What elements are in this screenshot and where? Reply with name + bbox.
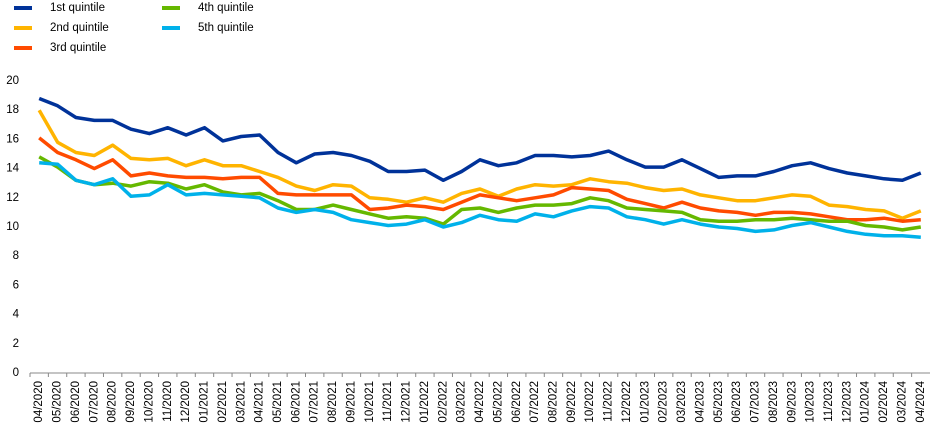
x-tick-label: 07/2020 (88, 381, 100, 423)
x-tick-label: 03/2023 (676, 381, 688, 423)
x-tick-label: 12/2020 (180, 381, 192, 423)
x-tick-label: 07/2022 (529, 381, 541, 423)
legend-label: 5th quintile (198, 22, 254, 34)
x-tick-label: 06/2020 (70, 381, 82, 423)
y-tick-label: 12 (6, 192, 19, 204)
x-tick-label: 12/2023 (841, 381, 853, 423)
legend-label: 2nd quintile (50, 22, 109, 34)
x-tick-label: 11/2020 (162, 381, 174, 422)
y-tick-label: 20 (6, 75, 19, 87)
x-tick-label: 08/2020 (107, 381, 119, 423)
x-tick-label: 10/2020 (143, 381, 155, 423)
x-tick-label: 08/2022 (548, 381, 560, 423)
x-tick-label: 08/2023 (768, 381, 780, 423)
x-tick-label: 06/2022 (511, 381, 523, 423)
x-tick-label: 05/2023 (713, 381, 725, 423)
series-line (38, 136, 921, 223)
legend-label: 4th quintile (198, 2, 254, 14)
x-tick-label: 10/2021 (364, 381, 376, 423)
x-tick-label: 04/2022 (474, 381, 486, 423)
y-tick-label: 18 (6, 104, 19, 116)
x-tick-label: 01/2021 (199, 381, 211, 423)
x-tick-label: 07/2023 (750, 381, 762, 423)
x-tick-label: 04/2021 (254, 381, 266, 423)
x-tick-label: 06/2021 (290, 381, 302, 423)
x-tick-label: 09/2020 (125, 381, 137, 423)
x-tick-label: 09/2022 (566, 381, 578, 423)
y-tick-label: 8 (13, 250, 19, 262)
y-tick-label: 6 (13, 279, 19, 291)
x-tick-label: 02/2021 (217, 381, 229, 423)
x-tick-label: 05/2021 (272, 381, 284, 423)
x-tick-label: 04/2024 (915, 380, 927, 422)
y-tick-label: 4 (13, 309, 20, 321)
x-tick-label: 01/2024 (860, 380, 872, 422)
y-tick-label: 16 (6, 133, 19, 145)
x-tick-label: 01/2022 (419, 381, 431, 423)
x-tick-label: 03/2024 (896, 380, 908, 422)
x-tick-label: 05/2020 (52, 381, 64, 423)
x-tick-label: 09/2021 (345, 381, 357, 423)
x-tick-label: 02/2024 (878, 380, 890, 422)
series-line (37, 109, 922, 220)
x-tick-label: 08/2021 (327, 381, 339, 423)
x-tick-label: 03/2022 (456, 381, 468, 423)
x-tick-label: 05/2022 (492, 381, 504, 423)
x-tick-label: 02/2023 (658, 381, 670, 423)
x-tick-label: 07/2021 (309, 381, 321, 423)
x-tick-label: 12/2021 (401, 381, 413, 423)
x-tick-label: 03/2021 (235, 381, 247, 423)
series-line (38, 96, 922, 183)
x-tick-label: 11/2022 (603, 381, 615, 422)
y-tick-label: 2 (13, 338, 19, 350)
x-tick-label: 02/2022 (437, 381, 449, 423)
x-tick-label: 01/2023 (639, 381, 651, 423)
x-tick-label: 04/2020 (33, 381, 45, 423)
x-tick-label: 12/2022 (621, 381, 633, 423)
x-tick-label: 10/2023 (805, 381, 817, 423)
legend-label: 1st quintile (50, 2, 105, 14)
series-line (38, 155, 922, 232)
y-tick-label: 10 (6, 221, 19, 233)
x-tick-label: 04/2023 (694, 381, 706, 423)
y-tick-label: 14 (6, 163, 19, 175)
x-tick-label: 10/2022 (584, 381, 596, 423)
x-tick-label: 11/2021 (382, 381, 394, 422)
y-tick-label: 0 (13, 367, 19, 379)
x-tick-label: 06/2023 (731, 381, 743, 423)
x-tick-label: 09/2023 (786, 381, 798, 423)
legend-label: 3rd quintile (50, 42, 106, 54)
series-line (39, 161, 921, 239)
x-tick-label: 11/2023 (823, 381, 835, 422)
